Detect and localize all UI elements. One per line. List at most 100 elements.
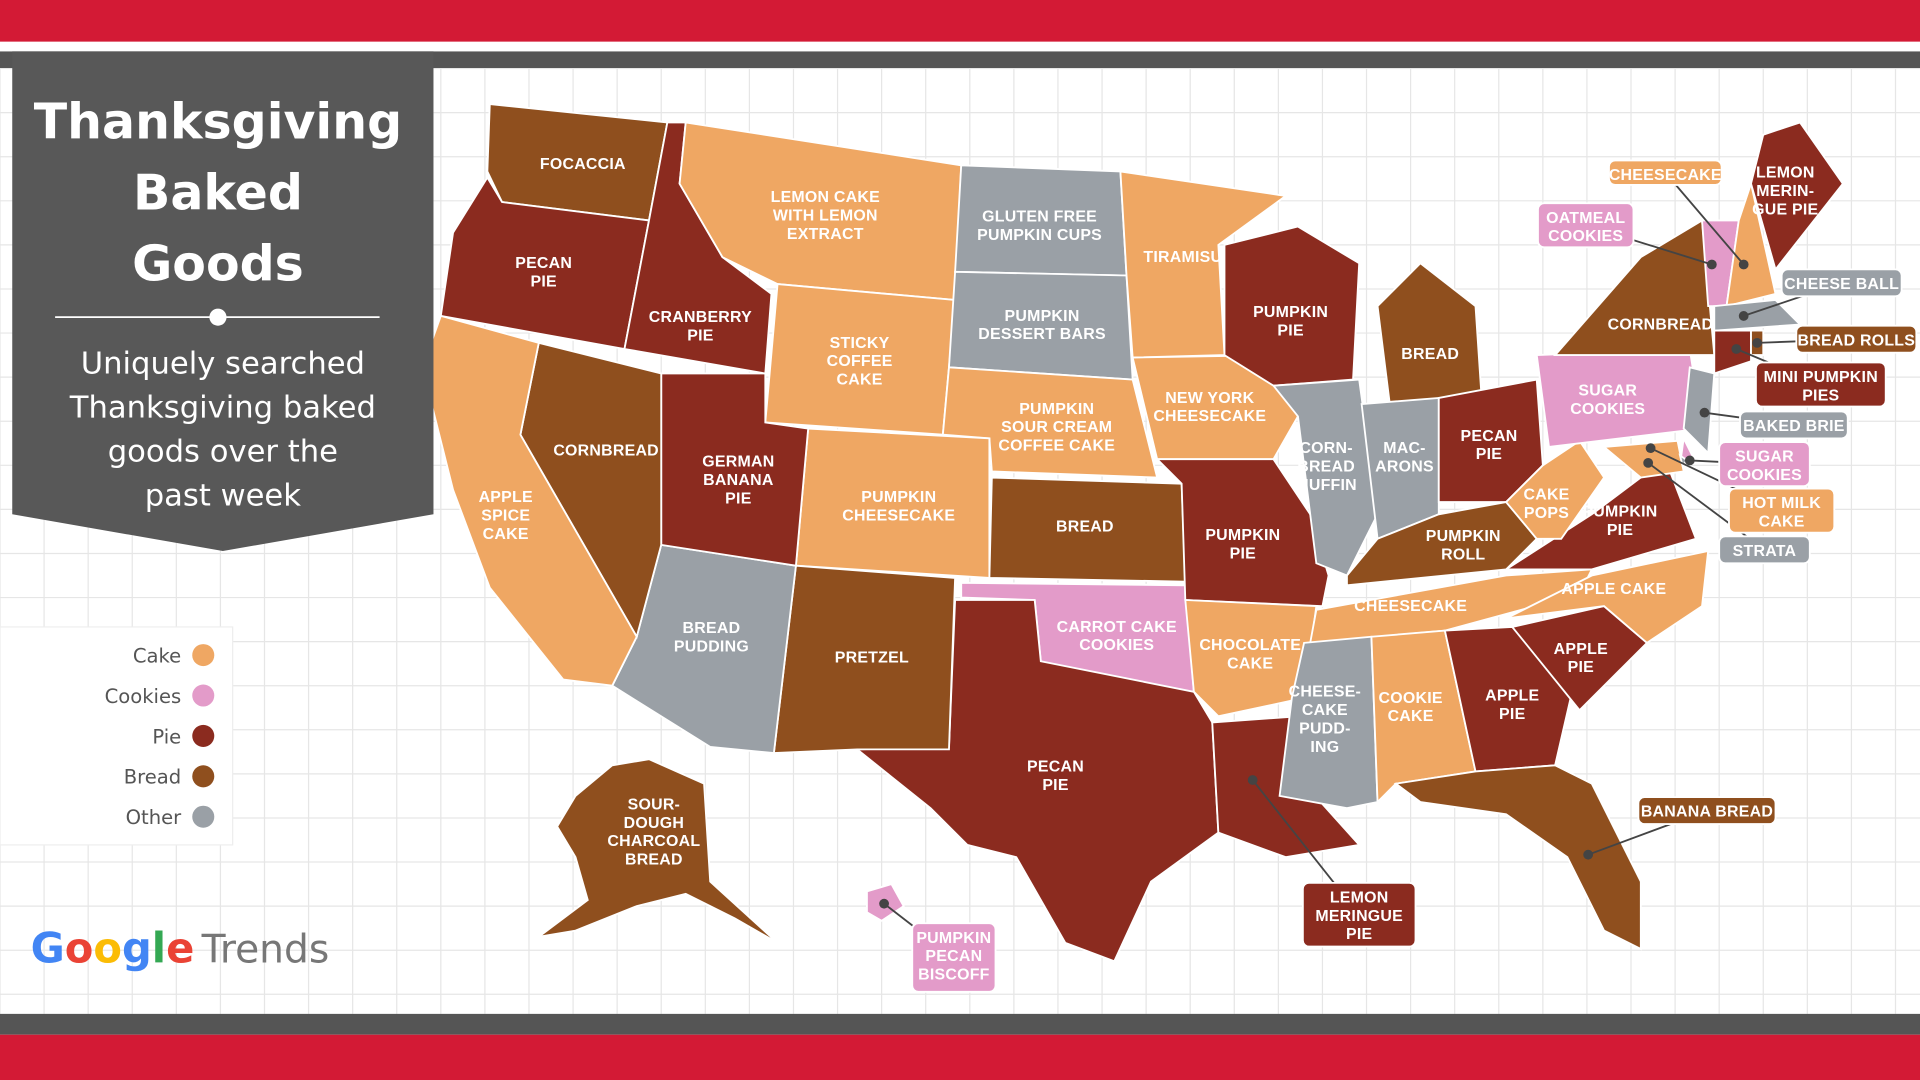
state-label: PUMPKIN PIE — [1205, 527, 1280, 562]
state-label-line: CAKE — [1227, 656, 1273, 673]
state-label-line: FOCACCIA — [540, 156, 626, 173]
legend-label: Cake — [133, 644, 181, 667]
state-label: GLUTEN FREE PUMPKIN CUPS — [977, 209, 1102, 244]
state-region-cake — [1504, 439, 1606, 540]
state-label-line: APPLE — [1554, 641, 1608, 658]
state-label: PRETZEL — [835, 649, 909, 666]
state-label: STICKY COFFEE CAKE — [827, 335, 893, 389]
state-label-line: CHEESE BALL — [1784, 276, 1899, 293]
state-label-line: COOKIES — [1570, 401, 1645, 418]
state-label: BANANA BREAD — [1641, 804, 1773, 821]
state-label: SOUR- DOUGH CHARCOAL BREAD — [607, 796, 700, 868]
state-label-line: PUMPKIN — [1426, 528, 1501, 545]
state-label-line: PIE — [1568, 659, 1594, 676]
state-label-line: TIRAMISU — [1143, 249, 1222, 266]
state-label: BREAD ROLLS — [1798, 332, 1916, 349]
callout-dot — [1738, 311, 1749, 321]
state-region-cake — [1725, 180, 1777, 308]
state-label-line: CARROT CAKE — [1057, 619, 1177, 636]
state-label: FOCACCIA — [540, 156, 626, 173]
state-label-line: BREAD ROLLS — [1798, 332, 1916, 349]
callout-line — [1647, 462, 1766, 551]
state-label-line: PUMPKIN — [916, 930, 991, 947]
state-label: CHOCOLATE CAKE — [1199, 637, 1301, 672]
state-label: APPLE CAKE — [1561, 581, 1666, 598]
state-label-line: CHEESECAKE — [1153, 408, 1266, 425]
state-label-line: BISCOFF — [918, 967, 990, 984]
subtitle-line: Thanksgiving baked — [69, 391, 376, 426]
state-label-line: COFFEE CAKE — [998, 438, 1115, 455]
callout-box — [1739, 410, 1849, 440]
state-label: CORN-BREAD MUFFIN — [1295, 440, 1357, 494]
state-label-line: MINI PUMPKIN — [1764, 369, 1878, 386]
state-region-cake — [1601, 439, 1685, 479]
state-label-line: PIE — [1346, 926, 1372, 943]
state-label: LEMON CAKE WITH LEMON EXTRACT — [771, 189, 880, 243]
state-label: CAKE POPS — [1523, 487, 1569, 522]
legend-label: Pie — [152, 725, 181, 748]
state-label-line: PUMPKIN — [1253, 304, 1328, 321]
state-label-line: CRANBERRY — [649, 309, 752, 326]
state-label-line: SUGAR — [1735, 449, 1794, 466]
state-label-line: PECAN — [925, 948, 982, 965]
state-label-line: LEMON CAKE — [771, 189, 880, 206]
legend-label: Cookies — [105, 685, 182, 708]
state-label-line: SUGAR — [1578, 383, 1637, 400]
state-label-line: GERMAN — [702, 454, 774, 471]
state-label-line: CORN- — [1299, 440, 1352, 457]
state-label: BREAD — [1401, 346, 1459, 363]
state-label-line: WITH LEMON — [773, 207, 878, 224]
state-label-line: ING — [1310, 739, 1339, 756]
state-label-line: POPS — [1524, 505, 1569, 522]
state-label-line: PUMPKIN — [1019, 401, 1094, 418]
state-label: MAC-ARONS — [1375, 440, 1434, 475]
state-label: MINI PUMPKIN PIES — [1764, 369, 1878, 404]
legend: Cake Cookies Pie Bread Other — [0, 626, 234, 846]
state-label-line: PIES — [1802, 387, 1839, 404]
state-label-line: DOUGH — [624, 815, 684, 832]
divider-dot — [209, 308, 227, 326]
state-label-line: PIE — [1230, 545, 1256, 562]
state-label-line: PIE — [530, 274, 556, 291]
state-label-line: BREAD — [625, 851, 683, 868]
logo-text: Google Trends — [31, 923, 330, 972]
state-label: GERMAN BANANA PIE — [702, 454, 774, 508]
state-label-line: PIE — [1607, 522, 1633, 539]
callout-box — [1637, 796, 1777, 825]
state-label-line: APPLE CAKE — [1561, 581, 1666, 598]
state-region-cake — [421, 314, 638, 687]
callout-box — [1608, 159, 1723, 186]
state-label: LEMON MERINGUE PIE — [1315, 889, 1403, 943]
callout-dot — [1699, 407, 1710, 418]
state-label-line: PIE — [1277, 323, 1303, 340]
state-label-line: PIE — [1042, 777, 1068, 794]
callout-dot — [1643, 457, 1654, 468]
state-label-line: PRETZEL — [835, 649, 909, 666]
bottom-red-band — [0, 1034, 1920, 1080]
callout-box — [911, 922, 997, 993]
state-label-line: CAKE — [483, 526, 529, 543]
state-label: NEW YORK CHEESECAKE — [1153, 390, 1266, 425]
state-label: PUMPKIN ROLL — [1426, 528, 1501, 563]
callout-box — [1755, 361, 1887, 408]
state-label: BREAD PUDDING — [674, 620, 749, 655]
logo-trends: Trends — [201, 927, 330, 972]
us-map — [421, 103, 1845, 963]
state-label-line: BREAD — [1297, 458, 1355, 475]
state-label-line: PECAN — [1027, 758, 1084, 775]
state-label-line: PUMPKIN — [1205, 527, 1280, 544]
state-label: PECAN PIE — [1461, 428, 1518, 463]
callout-box — [1537, 202, 1635, 249]
state-label-line: COOKIE — [1379, 690, 1443, 707]
state-label-line: GLUTEN FREE — [982, 209, 1097, 226]
state-label-line: CORNBREAD — [553, 443, 659, 460]
callout-dot — [1247, 775, 1258, 785]
callout-dot — [1645, 443, 1656, 454]
state-label-line: HOT MILK — [1742, 495, 1821, 512]
subtitle-line: Uniquely searched — [81, 346, 365, 381]
legend-swatch-cookies — [192, 684, 215, 707]
state-label-line: PUMPKIN — [1582, 504, 1657, 521]
callout-dot — [1738, 259, 1749, 270]
state-label: PUMPKIN PIE — [1582, 504, 1657, 539]
